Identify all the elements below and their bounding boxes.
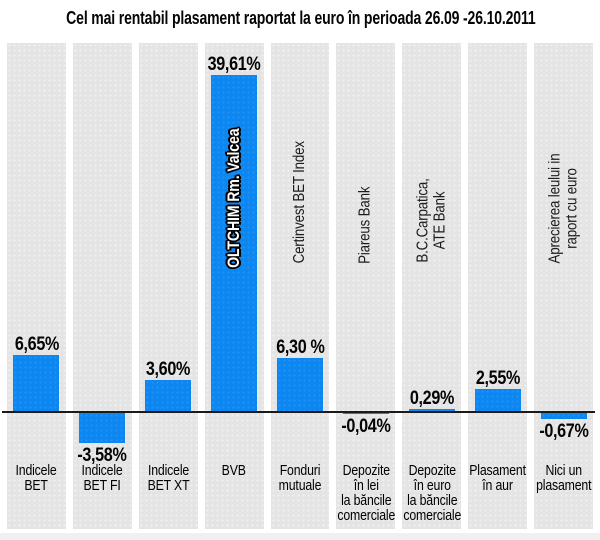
footer-strip: [0, 533, 600, 540]
column-annotation: B.C.Carpatica, ATE Bank: [414, 177, 448, 263]
chart-column: Certinvest BET Index 6,30 % Fonduri mutual…: [270, 43, 330, 529]
value-label-text: -0,67%: [538, 421, 589, 442]
bar: [408, 409, 455, 411]
bar: [145, 380, 192, 411]
chart-column: Aprecierea leului in raport cu euro -0,67…: [534, 43, 594, 529]
category-label-text: BVB: [222, 462, 247, 479]
column-annotation: Certinvest BET Index: [290, 140, 308, 264]
category-label-text: Indicele BET FI: [81, 462, 123, 494]
bar: [79, 413, 126, 443]
chart-column: 2,55% Plasament în aur: [468, 43, 528, 529]
category-label-text: Plasament în aur: [469, 462, 527, 494]
category-label-text: Depozite în euro la băncile comerciale: [402, 462, 461, 524]
zero-baseline: [2, 411, 595, 413]
value-label: 3,60%: [127, 359, 210, 380]
value-label-text: -0,04%: [341, 416, 391, 437]
bar: [13, 355, 60, 411]
category-label-text: Nici un plasament: [535, 462, 592, 494]
value-label: 39,61%: [193, 54, 276, 75]
category-label: BVB: [198, 463, 271, 478]
plot-area: 6,65% Indicele BET -3,58% Indicele BET FI 3,…: [0, 43, 600, 529]
chart-column: -3,58% Indicele BET FI: [72, 43, 132, 529]
chart-column: 3,60% Indicele BET XT: [138, 43, 198, 529]
value-label: 2,55%: [456, 368, 539, 389]
value-label-text: 6,65%: [14, 334, 59, 355]
value-label-text: 3,60%: [146, 359, 191, 380]
column-annotation: Aprecierea leului in raport cu euro: [546, 153, 580, 263]
value-label: -3,58%: [61, 445, 144, 466]
category-label-text: Indicele BET XT: [147, 462, 190, 494]
chart-column: Piareus Bank -0,04% Depozite în lei la băn…: [336, 43, 396, 529]
category-label: Depozite în euro la băncile comerciale: [395, 463, 468, 523]
bar: [540, 413, 587, 419]
value-label-text: 6,30 %: [275, 337, 325, 358]
value-label: -0,67%: [522, 421, 600, 442]
column-annotation: Piareus Bank: [356, 186, 374, 264]
chart-column: OLTCHIM Rm. Valcea 39,61% BVB: [204, 43, 264, 529]
value-label-text: 39,61%: [207, 54, 261, 75]
chart-column: 6,65% Indicele BET: [7, 43, 66, 529]
bar: [474, 389, 521, 411]
category-label: Indicele BET: [0, 463, 73, 493]
value-label-text: -3,58%: [77, 445, 127, 466]
chart-title-text: Cel mai rentabil plasament raportat la e…: [66, 8, 536, 28]
category-label-text: Indicele BET: [15, 462, 57, 494]
value-label: -0,04%: [324, 416, 407, 437]
value-label-text: 0,29%: [409, 388, 454, 409]
category-label: Indicele BET XT: [132, 463, 205, 493]
category-label-text: Fonduri mutuale: [278, 462, 322, 494]
category-label: Indicele BET FI: [66, 463, 139, 493]
category-label: Plasament în aur: [461, 463, 534, 493]
value-label: 6,65%: [0, 334, 78, 355]
category-label: Nici un plasament: [527, 463, 600, 493]
chart-title: Cel mai rentabil plasament raportat la e…: [0, 8, 600, 32]
category-label: Fonduri mutuale: [264, 463, 337, 493]
value-label-text: 2,55%: [475, 368, 520, 389]
value-label: 6,30 %: [259, 337, 342, 358]
value-label: 0,29%: [390, 388, 473, 409]
bar: [342, 413, 389, 414]
bar-annotation: OLTCHIM Rm. Valcea: [224, 128, 243, 268]
bar: [277, 358, 323, 411]
category-label-text: Depozite în lei la băncile comerciale: [336, 462, 395, 524]
category-label: Depozite în lei la băncile comerciale: [329, 463, 402, 523]
bar: [211, 75, 258, 411]
chart-column: B.C.Carpatica, ATE Bank 0,29% Depozite în …: [402, 43, 462, 529]
